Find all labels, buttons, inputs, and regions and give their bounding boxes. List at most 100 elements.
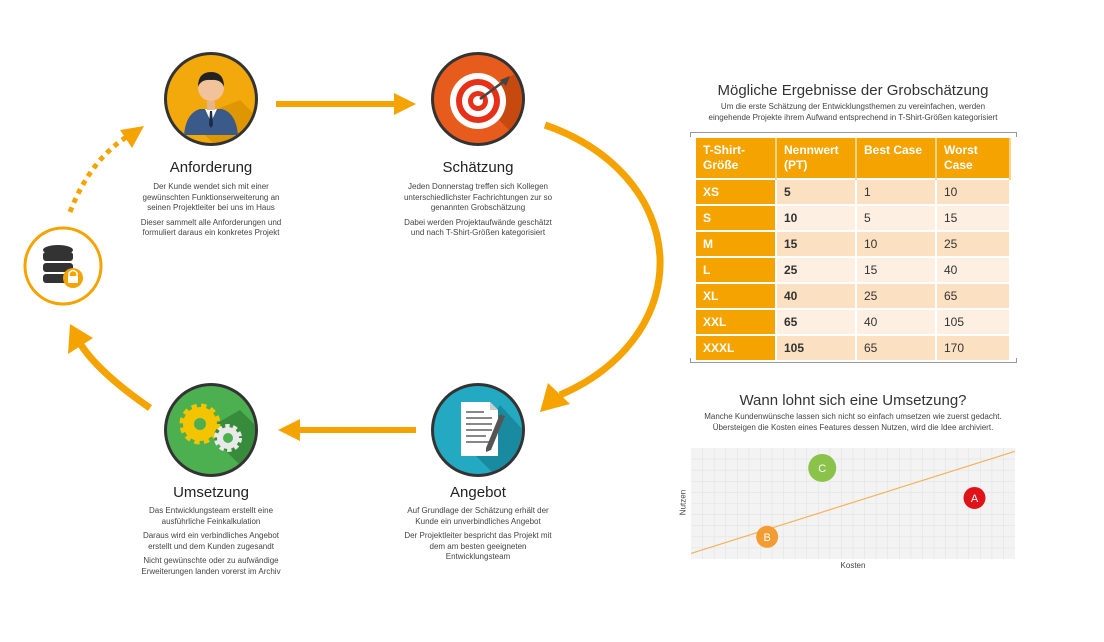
step-umsetzung-desc-1: Das Entwicklungsteam erstellt eine ausfü… [148, 506, 274, 526]
cost-benefit-chart: C A B [690, 448, 1016, 559]
header-worst-line-2: Case [944, 158, 973, 172]
table-row: S 10 5 15 [696, 204, 1011, 231]
estimate-table-subtitle-line-2: eingehende Projekte ihrem Aufwand entspr… [708, 112, 998, 122]
step-schaetzung-title: Schätzung [442, 159, 514, 176]
header-worst-line-1: Worst [944, 143, 978, 157]
header-nominal-line-2: (PT) [784, 158, 808, 172]
chart-subtitle: Manche Kundenwünsche lassen sich nicht s… [660, 412, 1046, 433]
cell-nominal: 5 [776, 178, 857, 205]
chart-subtitle-line-2: Übersteigen die Kosten eines Features de… [712, 422, 994, 432]
step-anforderung-desc-1: Der Kunde wendet sich mit einer gewünsch… [142, 182, 280, 212]
step-anforderung-desc: Der Kunde wendet sich mit einer gewünsch… [134, 182, 288, 243]
gears-icon [179, 403, 242, 452]
table-row: L 25 15 40 [696, 256, 1011, 283]
chart-grid [691, 448, 1015, 559]
step-umsetzung-desc-3: Nicht gewünschte oder zu aufwändige Erwe… [141, 556, 281, 576]
chart-point-label: A [971, 493, 979, 505]
step-anforderung-desc-2: Dieser sammelt alle Anforderungen und fo… [140, 217, 282, 238]
cell-best: 15 [856, 256, 937, 283]
chart-point-label: B [763, 532, 770, 544]
cell-size: M [696, 230, 777, 257]
table-row: XXL 65 40 105 [696, 308, 1011, 335]
cell-best: 10 [856, 230, 937, 257]
chart-point-marker [756, 525, 779, 548]
cell-best: 5 [856, 204, 937, 231]
chart-trend-line [690, 450, 1016, 555]
step-umsetzung-desc: Das Entwicklungsteam erstellt eine ausfü… [131, 506, 291, 581]
step-anforderung [164, 52, 258, 146]
step-anforderung-title: Anforderung [169, 159, 253, 176]
cell-worst: 40 [936, 256, 1011, 283]
cell-worst: 170 [936, 334, 1011, 360]
cell-worst: 10 [936, 178, 1011, 205]
cell-best: 40 [856, 308, 937, 335]
estimate-table-subtitle-line-1: Um die erste Schätzung der Entwicklungst… [720, 102, 986, 111]
cell-size: L [696, 256, 777, 283]
chart-ylabel: Nutzen [678, 489, 688, 516]
cell-nominal: 15 [776, 230, 857, 257]
step-angebot-desc-1: Auf Grundlage der Schätzung erhält der K… [407, 506, 549, 526]
chart-point-marker [963, 486, 986, 509]
database-lock-icon [43, 245, 83, 288]
chart-xlabel: Kosten [840, 561, 866, 570]
table-header-row: T-Shirt- Größe Nennwert (PT) Best Case W… [696, 138, 1011, 179]
chart-subtitle-line-1: Manche Kundenwünsche lassen sich nicht s… [704, 412, 1002, 421]
chart-point-b: B [756, 525, 779, 548]
cell-nominal: 40 [776, 282, 857, 309]
cell-worst: 15 [936, 204, 1011, 231]
arrow-archive-to-anforderung [67, 133, 130, 213]
arrow-umsetzung-to-archive [74, 338, 152, 411]
person-icon [184, 72, 238, 135]
header-best-case: Best Case [856, 138, 937, 179]
cell-worst: 105 [936, 308, 1011, 335]
estimate-table-title: Mögliche Ergebnisse der Grobschätzung [717, 82, 989, 99]
cell-size: XL [696, 282, 777, 309]
chart-point-label: C [818, 463, 826, 475]
cell-nominal: 10 [776, 204, 857, 231]
step-angebot-desc-2: Der Projektleiter bespricht das Projekt … [404, 531, 552, 561]
step-umsetzung-title: Umsetzung [173, 484, 249, 501]
table-bracket-top [690, 132, 1017, 137]
table-row: XL 40 25 65 [696, 282, 1011, 309]
cell-nominal: 105 [776, 334, 857, 360]
header-nominal: Nennwert (PT) [776, 138, 857, 179]
cell-size: XS [696, 178, 777, 205]
cell-worst: 25 [936, 230, 1011, 257]
cell-worst: 65 [936, 282, 1011, 309]
step-umsetzung [164, 383, 258, 477]
cell-nominal: 65 [776, 308, 857, 335]
estimate-table-subtitle: Um die erste Schätzung der Entwicklungst… [680, 102, 1026, 123]
step-schaetzung-desc-2: Dabei werden Projektaufwände geschätzt u… [404, 217, 552, 238]
document-icon [461, 402, 505, 456]
step-schaetzung-desc: Jeden Donnerstag treffen sich Kollegen u… [398, 182, 558, 243]
step-umsetzung-desc-2: Daraus wird ein verbindliches Angebot er… [142, 531, 280, 551]
chart-point-marker [808, 453, 837, 482]
header-size: T-Shirt- Größe [696, 138, 777, 179]
header-best-line-1: Best Case [864, 143, 923, 157]
cell-size: S [696, 204, 777, 231]
chart-point-a: A [963, 486, 986, 509]
table-row: M 15 10 25 [696, 230, 1011, 257]
chart-title: Wann lohnt sich eine Umsetzung? [739, 392, 967, 409]
cell-best: 1 [856, 178, 937, 205]
cell-size: XXXL [696, 334, 777, 360]
step-angebot-desc: Auf Grundlage der Schätzung erhält der K… [398, 506, 558, 567]
cell-size: XXL [696, 308, 777, 335]
cycle-arrows [67, 93, 664, 441]
step-angebot-title: Angebot [450, 484, 506, 501]
header-size-line-1: T-Shirt- [703, 143, 745, 157]
archive-node [23, 226, 103, 306]
chart-point-c: C [808, 453, 837, 482]
header-worst-case: Worst Case [936, 138, 1011, 179]
header-size-line-2: Größe [703, 158, 739, 172]
header-nominal-line-1: Nennwert [784, 143, 839, 157]
table-row: XS 5 1 10 [696, 178, 1011, 205]
arrow-schaetzung-to-angebot [543, 121, 664, 399]
cell-nominal: 25 [776, 256, 857, 283]
table-bracket-bottom [690, 358, 1017, 363]
cell-best: 65 [856, 334, 937, 360]
table-row: XXXL 105 65 170 [696, 334, 1011, 360]
tshirt-size-table: T-Shirt- Größe Nennwert (PT) Best Case W… [696, 138, 1011, 360]
target-icon [450, 73, 510, 129]
